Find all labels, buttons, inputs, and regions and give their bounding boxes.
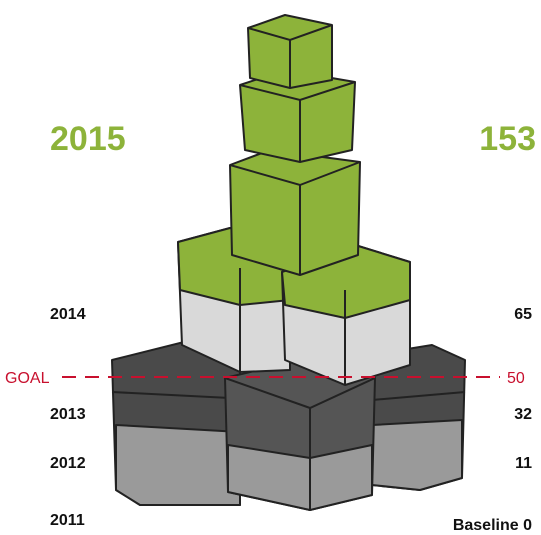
baseline-label: Baseline	[453, 517, 519, 534]
year: 2011	[50, 512, 85, 529]
goal-label: GOAL	[5, 370, 50, 387]
box-bottom	[115, 424, 241, 506]
baseline: Baseline 0	[453, 517, 532, 534]
current-year: 2015	[50, 120, 126, 158]
value: 11	[515, 455, 532, 472]
value: 32	[514, 406, 532, 423]
box-lid-edge	[111, 391, 231, 399]
year: 2014	[50, 306, 86, 323]
box-stack	[111, 14, 466, 511]
year: 2013	[50, 406, 86, 423]
box-bottom	[371, 419, 463, 491]
goal-value: 50	[507, 370, 525, 387]
value: 65	[514, 306, 532, 323]
current-value: 153	[479, 120, 536, 158]
value: 0	[523, 517, 532, 534]
year: 2012	[50, 455, 86, 472]
box-lid-edge	[371, 391, 466, 401]
